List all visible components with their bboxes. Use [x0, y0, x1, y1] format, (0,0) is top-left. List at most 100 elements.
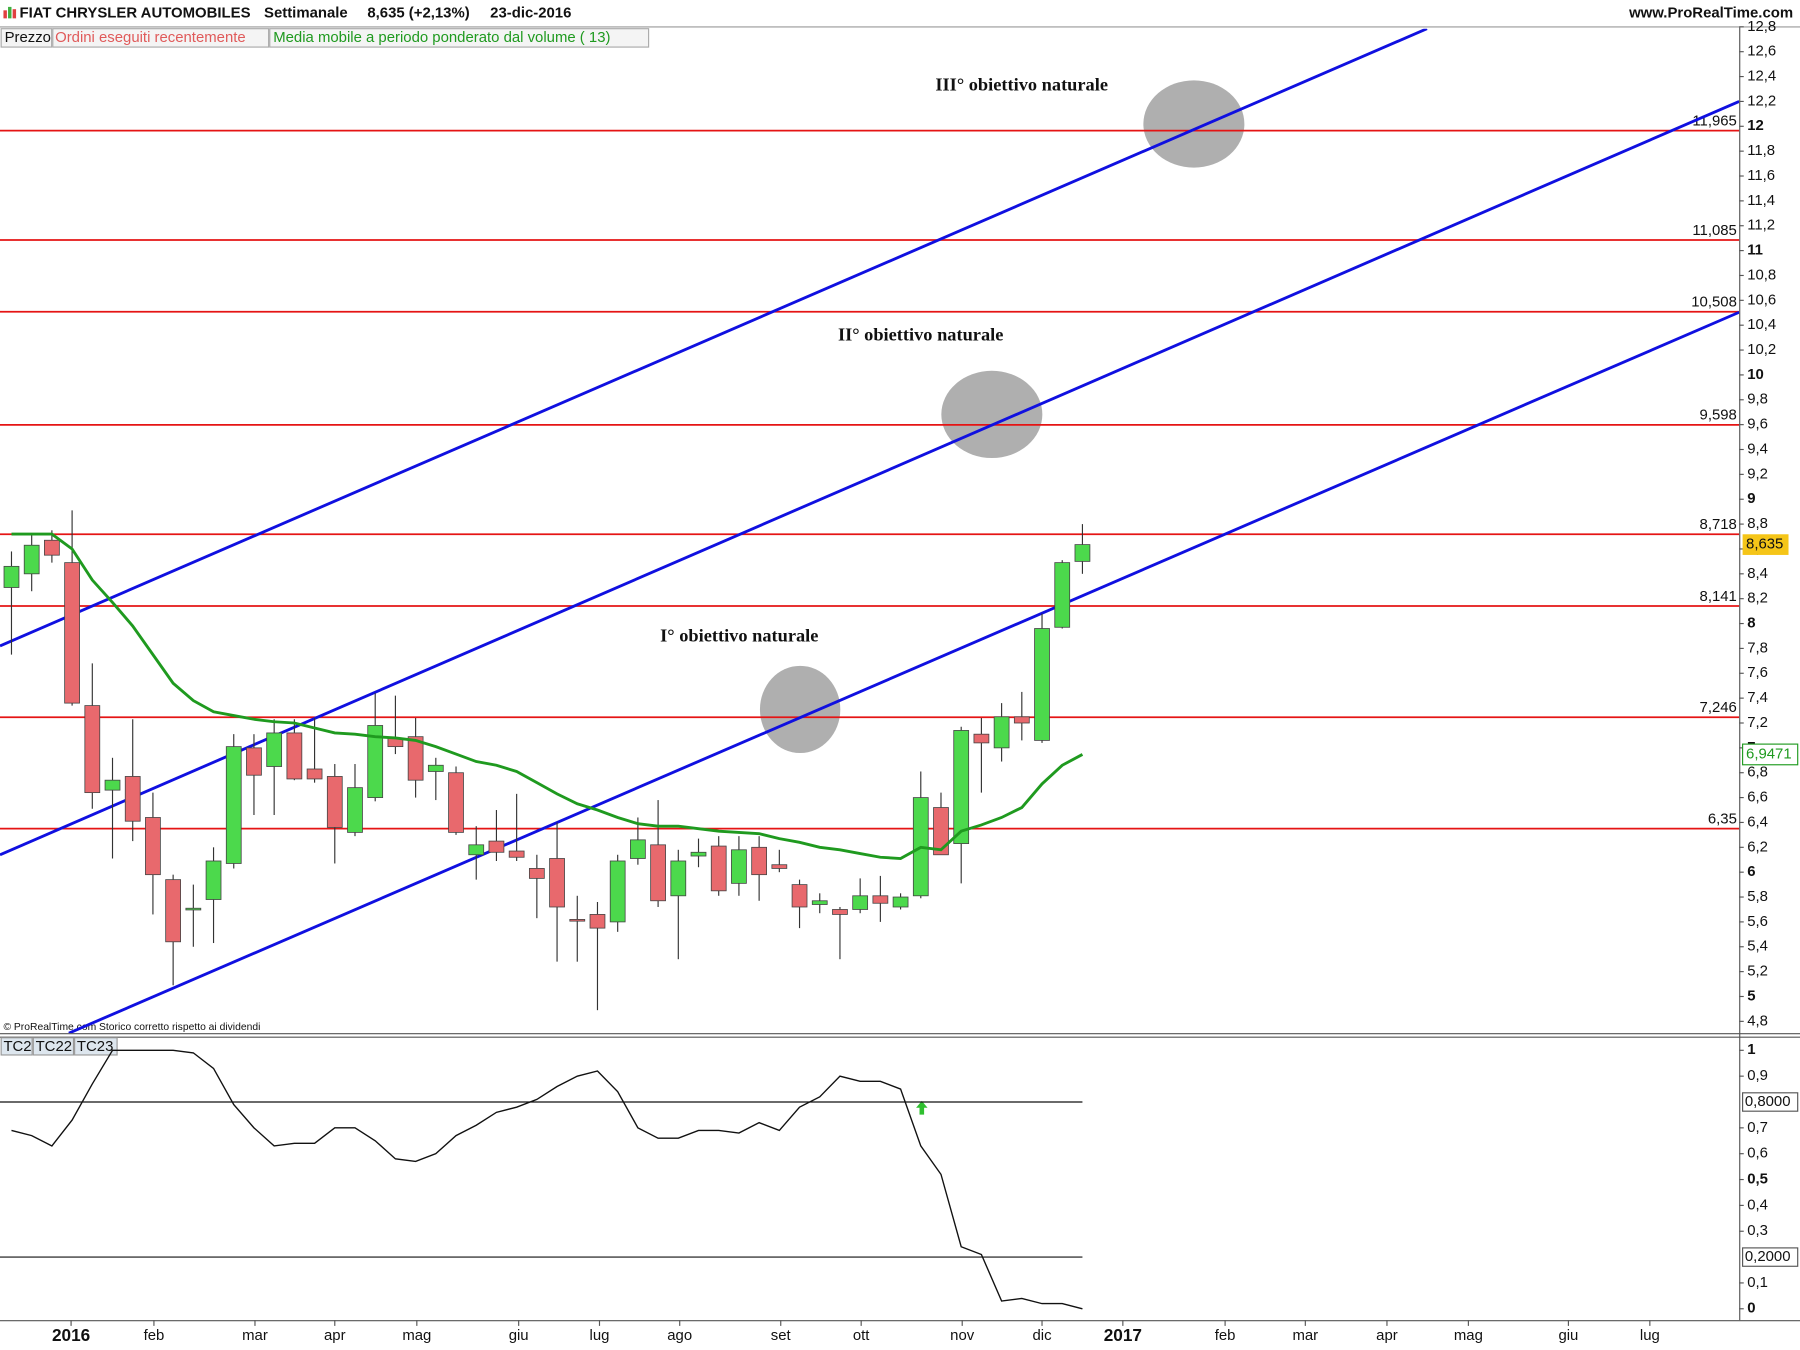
reference-tag [1742, 1092, 1799, 1112]
candle-body [185, 907, 202, 911]
candle-body [23, 544, 40, 575]
header: FIAT CHRYSLER AUTOMOBILES Settimanale 8,… [0, 5, 1800, 28]
y-tick-label: 4,8 [1747, 1012, 1768, 1029]
price-tag [1742, 534, 1789, 555]
candle-body [630, 839, 646, 859]
candle-body [549, 858, 565, 908]
reference-tag [1742, 1247, 1799, 1267]
y-tick-label: 9 [1747, 490, 1755, 507]
candle-body [205, 860, 222, 900]
candle-body [286, 732, 303, 780]
y-tick-label: 7,6 [1747, 664, 1768, 681]
candle-body [670, 860, 687, 897]
price-tag-label: 8,635 [1746, 536, 1783, 553]
tab[interactable] [0, 1037, 33, 1056]
legend-ma: Media mobile a periodo ponderato dal vol… [273, 29, 610, 46]
candle-body [993, 716, 1010, 749]
candle-body [64, 562, 80, 704]
candle-body [933, 807, 949, 856]
y-tick-label: 6,2 [1747, 838, 1768, 855]
level-label: 6,35 [1708, 810, 1737, 827]
y-tick-label: 11,4 [1747, 192, 1775, 209]
y-tick-label: 0,6 [1747, 1145, 1768, 1162]
level-label: 10,508 [1691, 294, 1737, 311]
trend-line [0, 100, 1740, 857]
y-tick-label: 5,2 [1747, 963, 1768, 980]
y-tick-label: 10 [1747, 366, 1764, 383]
x-tick-label: lug [1640, 1327, 1660, 1344]
x-tick-label: 2017 [1104, 1325, 1142, 1345]
candle-body [609, 860, 626, 923]
y-tick-label: 6,4 [1747, 813, 1768, 830]
tab[interactable] [32, 1037, 75, 1056]
candle-body [225, 746, 242, 864]
candle-body [347, 787, 363, 833]
level-label: 8,141 [1700, 588, 1737, 605]
ma-tag [1742, 743, 1799, 766]
period: Settimanale [264, 5, 348, 22]
target-ellipse [759, 665, 841, 754]
x-tick-label: mar [242, 1327, 268, 1344]
candle-body [306, 768, 323, 780]
candle-body [326, 776, 343, 828]
candle-body [367, 725, 384, 798]
y-tick-label: 12 [1747, 117, 1764, 134]
x-tick-label: apr [324, 1327, 346, 1344]
x-tick-label: ago [667, 1327, 692, 1344]
x-tick-label: feb [144, 1327, 165, 1344]
x-tick-label: nov [950, 1327, 975, 1344]
candle-body [448, 772, 464, 833]
oscillator-plot [0, 1049, 1083, 1310]
candle-body [731, 849, 747, 884]
y-tick-label: 5 [1747, 987, 1755, 1004]
candle-body [145, 817, 161, 876]
candle-body [589, 914, 606, 929]
tab[interactable] [74, 1037, 118, 1056]
legend-box [52, 28, 270, 48]
x-tick-label: giu [509, 1327, 529, 1344]
y-tick-label: 7,2 [1747, 714, 1768, 731]
y-tick-label: 6 [1747, 863, 1755, 880]
candle-body [427, 764, 444, 772]
candle-body [791, 884, 808, 908]
y-tick-label: 8,4 [1747, 565, 1768, 582]
y-tick-label: 11,6 [1747, 167, 1775, 184]
candle-body [1054, 562, 1071, 628]
candle-body [751, 846, 767, 876]
candle-body [104, 779, 121, 791]
y-tick-label: 12,6 [1747, 43, 1776, 60]
moving-average [11, 532, 1084, 860]
legend-price: Prezzo [5, 29, 51, 46]
candle-body [650, 844, 666, 902]
y-tick-label: 6,8 [1747, 764, 1768, 781]
annotation: II° obiettivo naturale [838, 325, 1003, 345]
y-tick-label: 8,2 [1747, 590, 1768, 607]
y-tick-label: 0 [1747, 1300, 1755, 1317]
y-tick-label: 12,2 [1747, 92, 1776, 109]
candle-body [528, 868, 545, 879]
y-tick-label: 6,6 [1747, 789, 1768, 806]
candle-body [872, 895, 889, 904]
y-tick-label: 7,4 [1747, 689, 1768, 706]
level-label: 11,085 [1692, 222, 1737, 239]
trend-line [0, 28, 1428, 648]
candle-body [1074, 544, 1091, 562]
date: 23-dic-2016 [490, 5, 571, 22]
level-label: 9,598 [1700, 407, 1737, 424]
site: www.ProRealTime.com [1628, 5, 1793, 22]
y-tick-label: 5,8 [1747, 888, 1768, 905]
y-tick-label: 10,2 [1747, 341, 1776, 358]
target-ellipse [1143, 80, 1245, 168]
y-tick-label: 5,4 [1747, 938, 1768, 955]
candle-body [84, 705, 101, 794]
y-tick-label: 12,4 [1747, 67, 1776, 84]
candle-body [124, 776, 141, 822]
candle-body [832, 909, 848, 915]
candle-body [266, 732, 283, 767]
candle-body [892, 896, 909, 908]
x-tick-label: giu [1558, 1327, 1578, 1344]
ma-tag-label: 6,9471 [1746, 745, 1792, 762]
candle-body [508, 850, 525, 858]
